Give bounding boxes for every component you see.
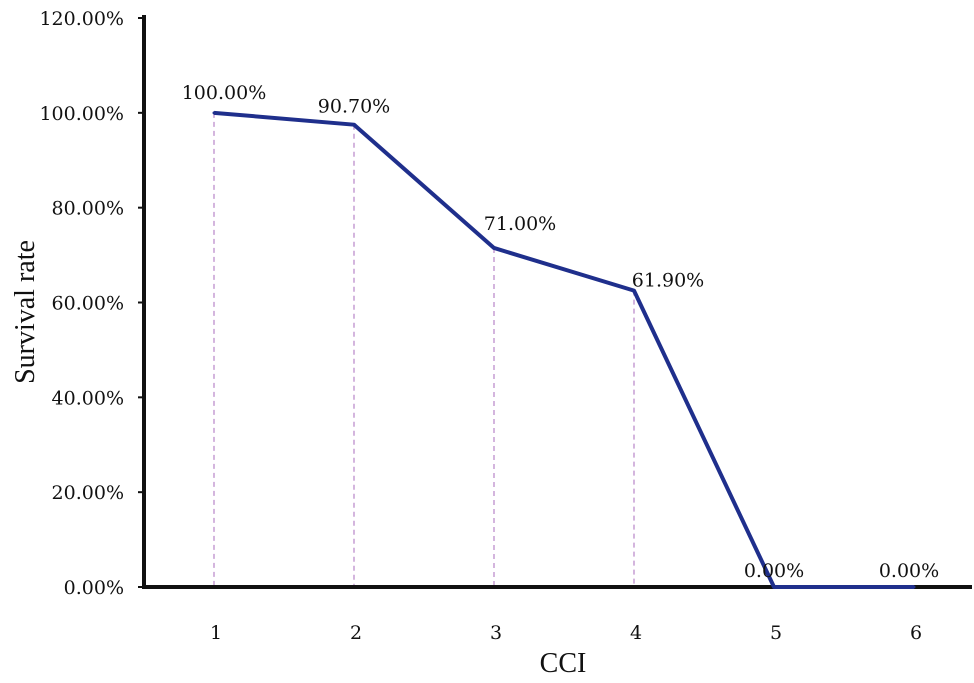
data-labels: 100.00% 90.70% 71.00% 61.90% 0.00% 0.00% [182,82,939,589]
data-point [492,246,496,250]
x-tick-label: 2 [350,622,362,644]
data-point [212,111,216,115]
drop-lines [213,112,635,587]
data-label: 0.00% [744,560,804,582]
data-point [632,289,636,293]
y-axis-title: Survival rate [10,240,41,384]
x-tick-label: 1 [210,622,222,644]
data-label: 100.00% [182,82,267,104]
survival-rate-line [213,110,914,589]
data-label: 61.90% [632,270,704,292]
axes [142,15,972,589]
y-tick-label: 120.00% [39,8,124,30]
y-tick-label: 20.00% [52,482,124,504]
data-point [352,123,356,127]
data-label: 90.70% [318,96,390,118]
y-tick-label: 60.00% [52,293,124,315]
x-tick-label: 5 [770,622,782,644]
y-ticks: 0.00% 20.00% 40.00% 60.00% 80.00% 100.00% 120.… [39,8,144,599]
y-tick-label: 0.00% [64,577,124,599]
data-label: 71.00% [484,213,556,235]
data-point [912,585,916,589]
y-tick-label: 100.00% [39,103,124,125]
data-label: 0.00% [879,560,939,582]
x-tick-label: 4 [630,622,642,644]
x-ticks: 1 2 3 4 5 6 [210,622,922,644]
data-point [772,585,776,589]
x-tick-label: 6 [910,622,922,644]
x-axis-title: CCI [540,648,587,679]
y-tick-label: 80.00% [52,198,124,220]
y-tick-label: 40.00% [52,387,124,409]
x-tick-label: 3 [490,622,502,644]
